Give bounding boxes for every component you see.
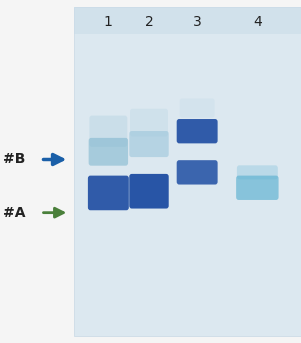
FancyBboxPatch shape [177,119,218,143]
FancyBboxPatch shape [89,116,127,147]
FancyBboxPatch shape [177,160,218,185]
FancyBboxPatch shape [237,165,278,179]
FancyBboxPatch shape [129,131,169,157]
Text: #B: #B [3,153,25,166]
FancyBboxPatch shape [129,174,169,209]
Text: 1: 1 [104,15,113,29]
FancyBboxPatch shape [130,109,168,137]
Text: #A: #A [3,206,26,220]
Bar [74,7,301,34]
Text: 2: 2 [144,15,154,29]
Text: 3: 3 [193,15,202,29]
FancyBboxPatch shape [236,176,279,200]
FancyBboxPatch shape [88,176,129,210]
FancyBboxPatch shape [180,98,215,118]
Bar [74,7,301,336]
FancyBboxPatch shape [88,138,128,166]
Text: 4: 4 [253,15,262,29]
